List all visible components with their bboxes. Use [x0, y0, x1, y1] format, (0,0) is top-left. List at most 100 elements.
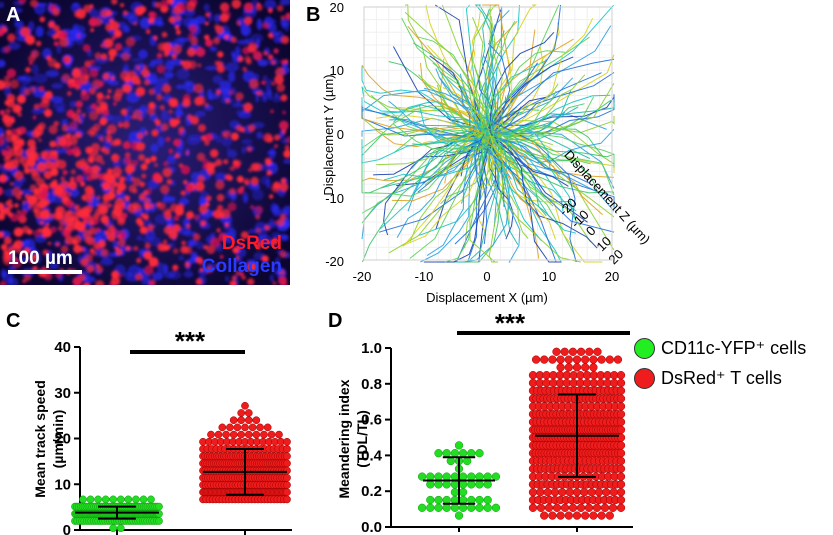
dsred-cell — [30, 194, 39, 203]
dsred-cell — [204, 34, 210, 41]
collagen-fiber — [266, 178, 271, 189]
dsred-cell — [148, 88, 155, 96]
dsred-cell — [9, 79, 20, 89]
dsred-cell — [94, 52, 102, 60]
collagen-fiber — [191, 251, 198, 261]
dsred-cell — [173, 215, 180, 221]
dsred-cell — [230, 36, 237, 44]
panel-c-points — [71, 401, 291, 533]
collagen-fiber — [164, 71, 174, 79]
cell-track — [364, 131, 492, 197]
y-tick: 20 — [330, 0, 344, 15]
y-tick-label: 0 — [63, 522, 71, 535]
data-point — [222, 430, 230, 439]
collagen-fiber — [149, 113, 158, 122]
dsred-cell — [202, 164, 208, 169]
collagen-fiber — [264, 0, 277, 10]
dsred-cell — [33, 190, 38, 195]
cell-track — [362, 141, 490, 263]
dsred-cell — [244, 16, 253, 26]
dsred-cell — [94, 154, 103, 163]
collagen-fiber — [252, 189, 264, 201]
dsred-cell — [53, 41, 59, 47]
dsred-cell — [255, 214, 261, 220]
dsred-cell — [77, 118, 82, 124]
dsred-cell — [17, 112, 22, 117]
dsred-cell — [123, 75, 131, 83]
data-point — [584, 503, 594, 512]
dsred-cell — [25, 35, 36, 45]
dsred-cell — [256, 2, 261, 7]
cell-track — [489, 31, 555, 139]
dsred-cell — [68, 83, 74, 89]
dsred-cell — [123, 156, 132, 165]
data-point — [132, 495, 140, 504]
dsred-cell — [149, 11, 158, 20]
dsred-cell — [278, 120, 289, 131]
collagen-fiber — [282, 205, 290, 216]
data-point — [550, 488, 560, 497]
cell-track — [481, 30, 505, 131]
dsred-cell — [247, 278, 255, 285]
collagen-fiber — [32, 64, 39, 76]
dsred-cell — [7, 33, 16, 42]
legend-label: CD11c-YFP⁺ cells — [661, 337, 807, 358]
data-point — [483, 503, 492, 512]
dsred-cell — [67, 210, 72, 215]
collagen-fiber — [167, 155, 176, 161]
dsred-cell — [235, 125, 243, 132]
dsred-cell — [35, 40, 42, 47]
panel-b-box — [363, 6, 613, 261]
dsred-cell — [86, 264, 95, 273]
dsred-cell — [224, 34, 229, 40]
data-point — [556, 511, 565, 520]
collagen-fiber — [188, 239, 197, 248]
cell-track — [480, 128, 494, 244]
dsred-cell — [91, 165, 101, 174]
collagen-fiber — [257, 59, 269, 67]
dsred-cell — [23, 88, 31, 96]
dsred-cell — [131, 176, 135, 181]
data-point — [237, 409, 246, 417]
dsred-cell — [6, 93, 16, 103]
dsred-cell — [6, 206, 11, 212]
dsred-cell — [0, 136, 5, 146]
dsred-cell — [172, 6, 182, 15]
dsred-cell — [168, 148, 174, 154]
data-point — [616, 378, 626, 388]
dsred-cell — [90, 142, 101, 153]
dsred-cell — [229, 90, 234, 95]
collagen-fiber — [178, 255, 185, 261]
data-point — [558, 488, 567, 497]
collagen-fiber — [61, 118, 68, 126]
data-point — [458, 480, 468, 489]
collagen-fiber — [49, 261, 59, 270]
cell-track — [480, 122, 577, 222]
cell-track — [429, 55, 486, 129]
data-point — [616, 417, 626, 427]
dsred-cell — [219, 254, 224, 259]
cell-track — [480, 5, 491, 144]
y-tick-label: 0.0 — [361, 519, 382, 535]
cell-track — [485, 102, 615, 137]
dsred-cell — [157, 243, 166, 252]
dsred-cell — [261, 255, 269, 263]
data-point — [155, 509, 163, 518]
data-point — [467, 480, 476, 489]
dsred-cell — [168, 16, 176, 24]
dsred-cell — [111, 270, 119, 279]
dsred-cell — [21, 225, 30, 234]
data-point — [605, 355, 614, 364]
collagen-fiber — [50, 96, 64, 103]
collagen-fiber — [31, 108, 45, 114]
collagen-fiber — [157, 136, 165, 147]
dsred-cell — [116, 190, 121, 195]
dsred-cell — [66, 91, 72, 96]
dsred-cell — [274, 74, 284, 85]
data-point — [442, 449, 451, 458]
data-point — [491, 503, 501, 512]
dsred-cell — [111, 35, 117, 41]
panel-b-tracks-plot: 20 10 0 -10 -20 -20 -10 0 10 20 -20 -10 … — [321, 0, 653, 305]
panel-d-significance: *** — [495, 308, 526, 338]
dsred-cell — [103, 38, 114, 49]
